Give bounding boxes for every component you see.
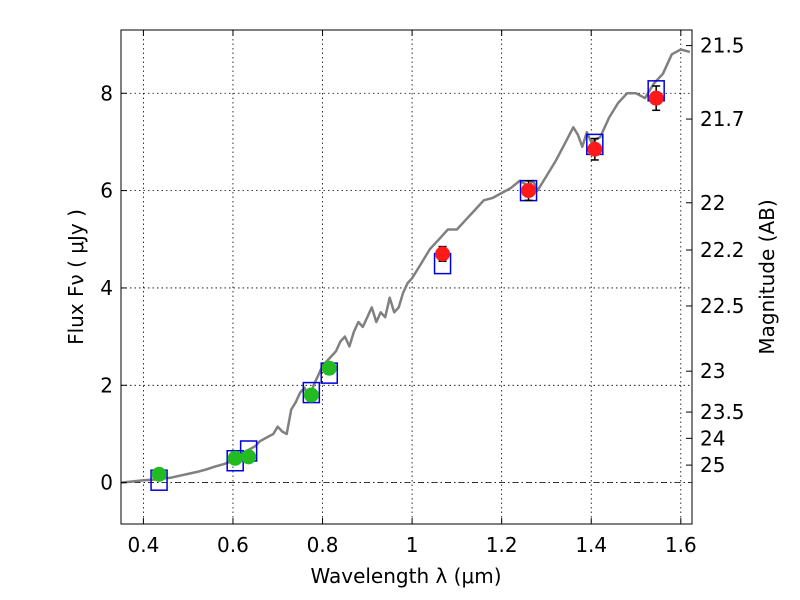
- data-point-1-3: [648, 90, 664, 106]
- right-tick-label-7: 24: [700, 426, 725, 450]
- right-tick-label-5: 23: [700, 359, 725, 383]
- right-tick-label-4: 22.5: [700, 294, 745, 318]
- x-tick-labels: 0.4 0.6 0.8 1 1.2 1.4 1.6: [127, 533, 696, 557]
- right-tick-label-2: 22: [700, 191, 725, 215]
- y-tick-labels: 0 2 4 6 8: [100, 81, 113, 494]
- right-tick-label-0: 21.5: [700, 34, 745, 58]
- y-tick-label-2: 4: [100, 276, 113, 300]
- data-point-1-1: [521, 183, 537, 199]
- x-tick-label-6: 1.6: [665, 533, 697, 557]
- right-axis-label: Magnitude (AB): [755, 199, 779, 354]
- right-tick-label-6: 23.5: [700, 400, 745, 424]
- data-points: [151, 90, 664, 482]
- data-point-1-2: [587, 141, 603, 157]
- x-tick-label-4: 1.2: [486, 533, 518, 557]
- y-tick-label-1: 2: [100, 373, 113, 397]
- y-tick-label-4: 8: [100, 81, 113, 105]
- right-tick-label-3: 22.2: [700, 238, 745, 262]
- right-tick-label-1: 21.7: [700, 107, 745, 131]
- x-tick-label-2: 0.8: [307, 533, 339, 557]
- data-point-0-1: [227, 450, 243, 466]
- y-tick-label-3: 6: [100, 179, 113, 203]
- x-tick-label-1: 0.6: [217, 533, 249, 557]
- data-point-0-2: [241, 449, 257, 465]
- right-tick-labels: 21.5 21.7 22 22.2 22.5 23 23.524 25: [700, 34, 745, 478]
- data-point-0-4: [321, 360, 337, 376]
- y-tick-label-0: 0: [100, 471, 113, 495]
- data-point-0-0: [151, 466, 167, 482]
- y-axis-label: Flux Fν ( μJy ): [64, 209, 88, 345]
- plot-frame: [120, 29, 693, 525]
- data-point-0-3: [303, 387, 319, 403]
- data-point-1-0: [435, 246, 451, 262]
- model-box-0-3: [302, 381, 321, 404]
- axis-ticks: [121, 30, 692, 524]
- right-tick-label-8: 25: [700, 453, 725, 477]
- x-tick-label-3: 1: [406, 533, 419, 557]
- x-tick-label-0: 0.4: [127, 533, 159, 557]
- x-axis-label: Wavelength λ (μm): [310, 564, 501, 588]
- x-tick-label-5: 1.4: [575, 533, 607, 557]
